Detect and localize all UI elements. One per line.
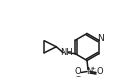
Text: N: N <box>96 34 103 43</box>
Text: O: O <box>74 68 81 76</box>
Text: −: − <box>75 73 80 78</box>
Text: N: N <box>85 67 91 76</box>
Text: NH: NH <box>59 48 72 57</box>
Text: +: + <box>89 66 94 71</box>
Text: O: O <box>96 68 102 76</box>
